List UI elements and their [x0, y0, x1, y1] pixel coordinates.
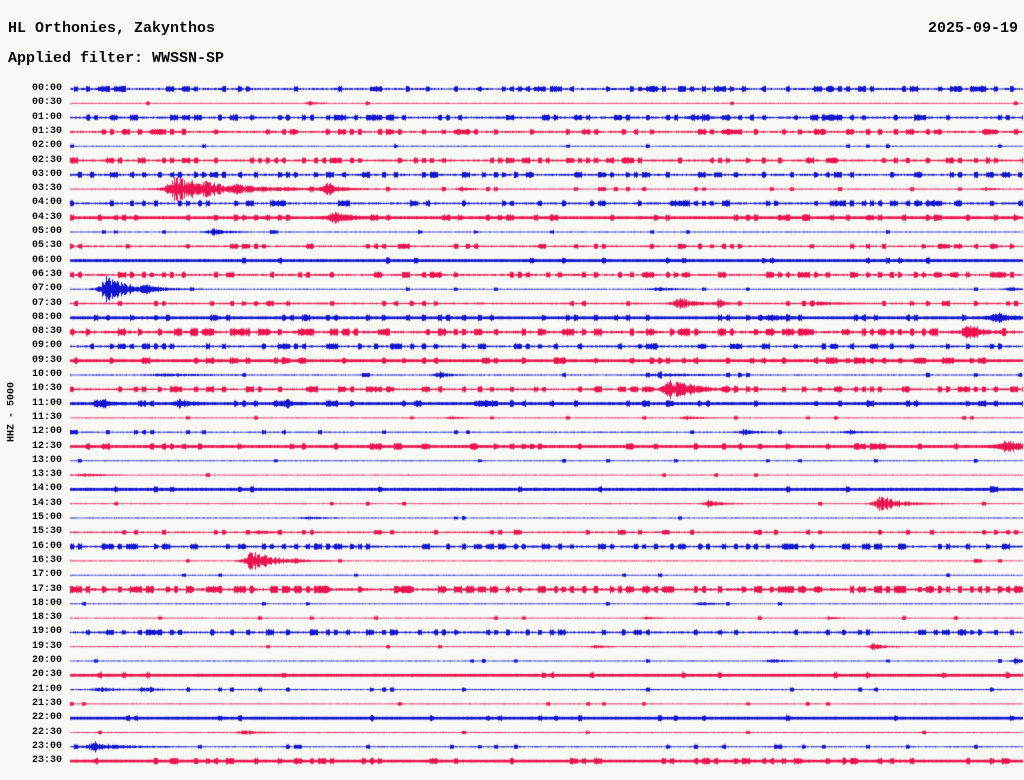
time-label-2200: 22:00	[31, 712, 62, 724]
time-label-1430: 14:30	[31, 497, 62, 509]
time-label-0400: 04:00	[31, 197, 62, 209]
time-label-0130: 01:30	[31, 125, 62, 137]
time-label-0930: 09:30	[31, 354, 62, 366]
time-label-0600: 06:00	[31, 254, 62, 266]
time-label-1830: 18:30	[31, 612, 62, 624]
time-label-0300: 03:00	[31, 168, 62, 180]
time-label-1900: 19:00	[31, 626, 62, 638]
time-label-0330: 03:30	[31, 183, 62, 195]
time-label-2300: 23:00	[31, 740, 62, 752]
time-label-0230: 02:30	[31, 154, 62, 166]
time-label-1700: 17:00	[31, 569, 62, 581]
time-label-0830: 08:30	[31, 326, 62, 338]
time-label-0500: 05:00	[31, 226, 62, 237]
time-label-1630: 16:30	[31, 554, 62, 566]
time-label-0700: 07:00	[31, 283, 62, 295]
time-label-0730: 07:30	[31, 297, 62, 309]
time-label-1100: 11:00	[31, 397, 62, 409]
time-label-1600: 16:00	[31, 540, 62, 552]
time-label-1000: 10:00	[31, 369, 62, 380]
time-label-1400: 14:00	[31, 483, 62, 495]
time-label-0800: 08:00	[31, 311, 62, 323]
time-label-0530: 05:30	[31, 240, 62, 252]
time-label-2130: 21:30	[31, 697, 62, 709]
time-label-2000: 20:00	[31, 655, 62, 666]
time-label-1730: 17:30	[31, 583, 62, 595]
time-label-2230: 22:30	[31, 726, 62, 738]
time-label-1030: 10:30	[31, 383, 62, 395]
time-label-1300: 13:00	[31, 454, 62, 466]
time-label-0630: 06:30	[31, 268, 62, 280]
time-label-0200: 02:00	[31, 140, 62, 152]
time-label-1500: 15:00	[31, 512, 62, 523]
time-label-1330: 13:30	[31, 469, 62, 481]
time-label-0900: 09:00	[31, 340, 62, 352]
time-label-0100: 01:00	[31, 111, 62, 123]
time-label-1800: 18:00	[31, 597, 62, 609]
time-label-1530: 15:30	[31, 526, 62, 538]
time-label-1930: 19:30	[31, 640, 62, 652]
time-label-2330: 23:30	[31, 755, 62, 767]
time-label-0430: 04:30	[31, 211, 62, 223]
time-label-0000: 00:00	[31, 83, 62, 94]
time-label-1130: 11:30	[31, 411, 62, 423]
time-label-2100: 21:00	[31, 683, 62, 695]
time-label-2030: 20:30	[31, 669, 62, 681]
time-label-1230: 12:30	[31, 440, 62, 452]
time-label-0030: 00:30	[31, 97, 62, 109]
time-label-1200: 12:00	[31, 426, 62, 438]
